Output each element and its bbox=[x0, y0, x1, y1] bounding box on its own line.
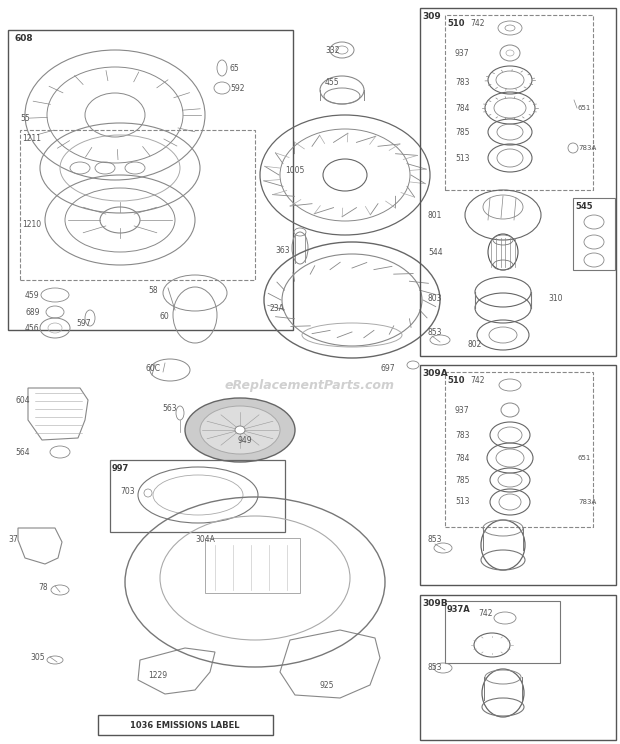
Bar bbox=[8, 30, 293, 330]
Text: 510: 510 bbox=[447, 19, 464, 28]
Text: 783: 783 bbox=[455, 77, 469, 86]
Text: 937: 937 bbox=[455, 48, 469, 57]
Text: 853: 853 bbox=[428, 664, 443, 673]
Text: 997: 997 bbox=[112, 464, 129, 472]
Text: 853: 853 bbox=[428, 327, 443, 336]
Text: 60: 60 bbox=[160, 312, 170, 321]
Text: 703: 703 bbox=[120, 487, 135, 496]
Text: 309A: 309A bbox=[422, 368, 448, 377]
Bar bbox=[445, 15, 593, 190]
Text: 802: 802 bbox=[468, 339, 482, 348]
Bar bbox=[98, 715, 273, 735]
Text: 513: 513 bbox=[455, 153, 469, 162]
Text: 651: 651 bbox=[578, 455, 591, 461]
Text: 784: 784 bbox=[455, 103, 469, 112]
Text: 742: 742 bbox=[470, 19, 484, 28]
Text: 544: 544 bbox=[428, 248, 443, 257]
Bar bbox=[205, 538, 300, 593]
Text: 783A: 783A bbox=[578, 145, 596, 151]
Text: 23A: 23A bbox=[270, 304, 285, 312]
Text: 78: 78 bbox=[38, 583, 48, 592]
Text: 742: 742 bbox=[470, 376, 484, 385]
Text: 55: 55 bbox=[20, 114, 30, 123]
Bar bbox=[445, 601, 560, 663]
Ellipse shape bbox=[185, 398, 295, 462]
Text: 937A: 937A bbox=[447, 604, 471, 614]
Text: 1229: 1229 bbox=[148, 672, 167, 681]
Text: 1210: 1210 bbox=[22, 219, 41, 228]
Text: 949: 949 bbox=[238, 435, 252, 444]
Text: 1211: 1211 bbox=[22, 133, 41, 143]
Text: 513: 513 bbox=[455, 498, 469, 507]
Text: 309: 309 bbox=[422, 11, 441, 21]
Text: 783: 783 bbox=[455, 431, 469, 440]
Text: 801: 801 bbox=[428, 211, 443, 219]
Text: 697: 697 bbox=[381, 364, 396, 373]
Text: 803: 803 bbox=[428, 293, 443, 303]
Text: 742: 742 bbox=[478, 609, 492, 618]
Text: 1036 EMISSIONS LABEL: 1036 EMISSIONS LABEL bbox=[130, 720, 240, 730]
Bar bbox=[573, 198, 615, 270]
Text: eReplacementParts.com: eReplacementParts.com bbox=[225, 379, 395, 391]
Ellipse shape bbox=[200, 406, 280, 454]
Text: 545: 545 bbox=[575, 202, 593, 211]
Text: 925: 925 bbox=[320, 682, 335, 690]
Text: 304A: 304A bbox=[195, 536, 215, 545]
Text: 597: 597 bbox=[76, 318, 91, 327]
Bar bbox=[420, 595, 616, 740]
Text: 689: 689 bbox=[25, 307, 40, 316]
Text: 853: 853 bbox=[428, 536, 443, 545]
Text: 785: 785 bbox=[455, 127, 469, 136]
Text: 60C: 60C bbox=[145, 364, 160, 373]
Text: 784: 784 bbox=[455, 454, 469, 463]
Ellipse shape bbox=[235, 426, 245, 434]
Text: 563: 563 bbox=[162, 403, 177, 412]
Text: 592: 592 bbox=[230, 83, 244, 92]
Text: 937: 937 bbox=[455, 405, 469, 414]
Bar bbox=[445, 372, 593, 527]
Text: 363: 363 bbox=[275, 246, 290, 254]
Bar bbox=[110, 460, 285, 532]
Text: 305: 305 bbox=[30, 653, 45, 662]
Text: 332: 332 bbox=[325, 45, 340, 54]
Text: 65: 65 bbox=[230, 63, 240, 72]
Bar bbox=[420, 365, 616, 585]
Bar bbox=[20, 130, 255, 280]
Text: 455: 455 bbox=[325, 77, 340, 86]
Text: 456: 456 bbox=[25, 324, 40, 333]
Text: 310: 310 bbox=[548, 293, 562, 303]
Text: 1005: 1005 bbox=[285, 165, 304, 175]
Text: 309B: 309B bbox=[422, 598, 448, 608]
Text: 510: 510 bbox=[447, 376, 464, 385]
Text: 783A: 783A bbox=[578, 499, 596, 505]
Text: 58: 58 bbox=[148, 286, 157, 295]
Text: 37: 37 bbox=[8, 536, 18, 545]
Text: 785: 785 bbox=[455, 475, 469, 484]
Text: 564: 564 bbox=[15, 447, 30, 457]
Text: 604: 604 bbox=[15, 396, 30, 405]
Text: 651: 651 bbox=[578, 105, 591, 111]
Text: 459: 459 bbox=[25, 290, 40, 300]
Bar bbox=[420, 8, 616, 356]
Text: 608: 608 bbox=[14, 33, 33, 42]
